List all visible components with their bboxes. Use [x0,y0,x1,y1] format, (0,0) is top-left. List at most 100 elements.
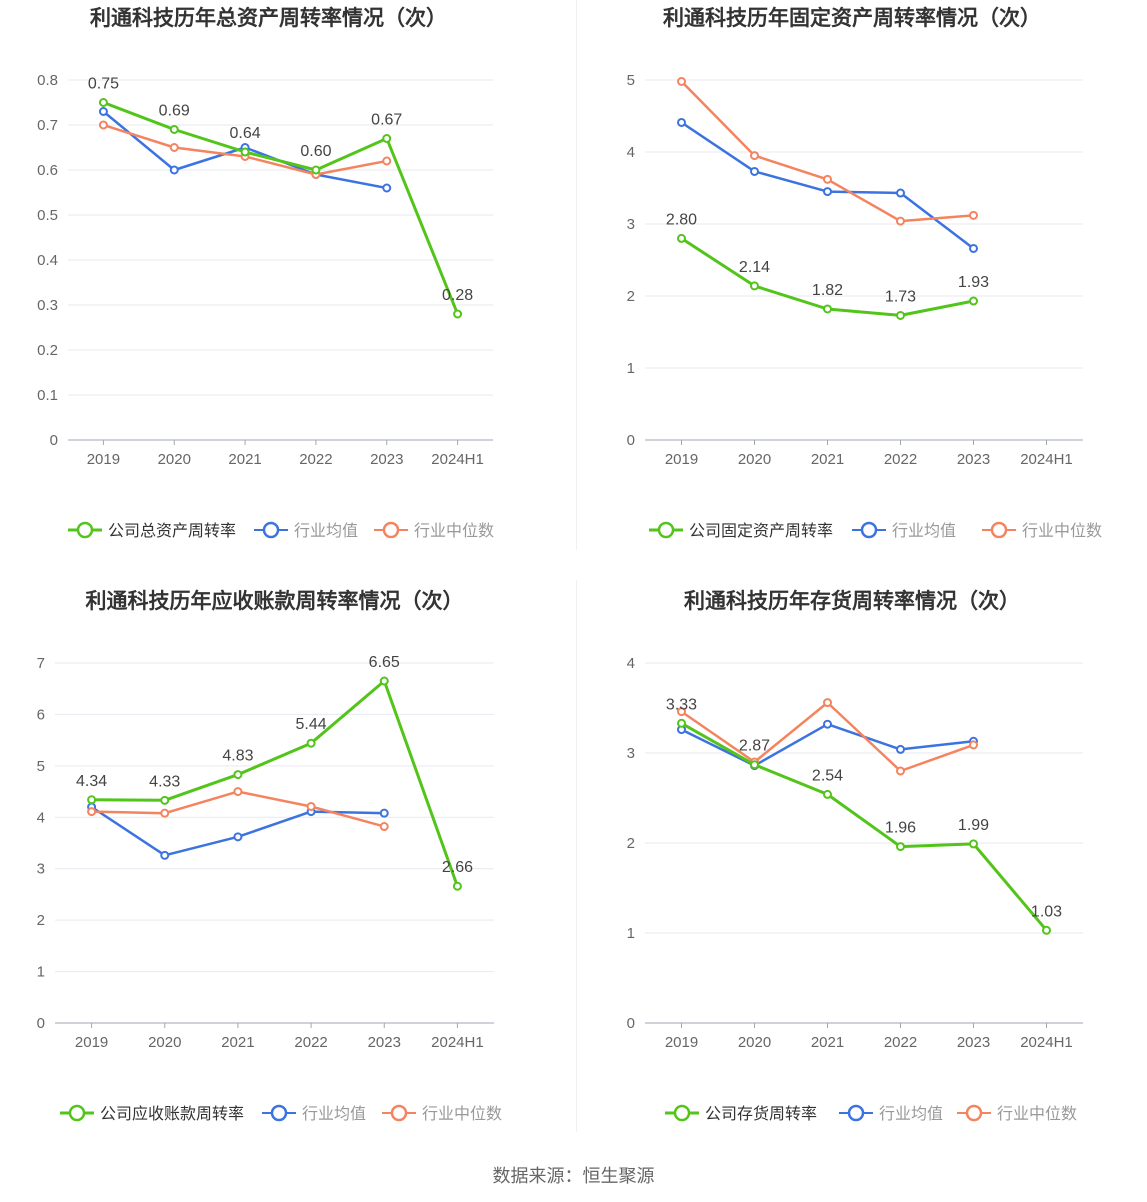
data-label: 0.67 [371,112,402,129]
chart-svg: 利通科技历年总资产周转率情况（次） 0 0.1 0.2 0.3 0.4 0.5 0.6 0.7 0… [37,6,494,540]
x-tick-label: 2019 [75,1034,108,1051]
data-point-avg [98,107,108,116]
y-tick-label: 0 [37,1015,45,1032]
data-point-median [382,156,392,166]
data-point-company [750,281,759,291]
x-tick-label: 2020 [158,451,191,468]
legend-marker-company [68,1104,86,1122]
data-label: 1.73 [885,288,916,305]
data-label: 1.93 [958,274,989,291]
data-point-avg [233,832,243,842]
chart-total-asset-turnover: 利通科技历年总资产周转率情况（次） 0 0.1 0.2 0.3 0.4 0.5 0.6 0.7 0… [0,0,560,575]
legend-label-company: 公司固定资产周转率 [689,522,833,540]
legend-marker-median [965,1104,983,1122]
data-point-company [311,165,321,175]
legend-label-median: 行业中位数 [997,1105,1077,1123]
x-tick-label: 2020 [738,1034,771,1051]
data-point-avg [896,744,905,754]
legend-label-company: 公司存货周转率 [705,1105,817,1123]
series-line-company [680,721,1048,932]
panel-divider-bottom [576,580,577,1132]
data-point-company [969,839,978,849]
y-tick-label: 0.5 [37,207,58,224]
y-tick-label: 4 [627,655,635,672]
x-tick-label: 2021 [811,1034,844,1051]
data-point-company [677,718,686,728]
data-point-median [896,216,905,226]
data-point-avg [677,117,686,127]
data-point-median [160,808,170,818]
data-point-company [677,233,686,243]
chart-fixed-asset-turnover: 利通科技历年固定资产周转率情况（次） 0 1 2 3 4 5 2019 2020 2021 2022… [577,0,1137,575]
y-tick-label: 0.8 [37,72,58,89]
y-tick-label: 0 [627,432,635,449]
data-label: 0.28 [442,287,473,304]
x-tick-label: 2019 [665,1034,698,1051]
y-tick-label: 4 [627,144,635,161]
data-point-company [169,125,179,134]
chart-svg: 利通科技历年应收账款周转率情况（次） 0 1 2 3 4 5 6 7 2019 2020 2021 20… [37,589,502,1123]
data-point-avg [160,850,170,860]
data-point-median [677,76,686,86]
legend-marker-median [390,1104,408,1122]
data-point-avg [382,183,392,193]
x-tick-label: 2020 [738,451,771,468]
data-point-company [1042,925,1051,935]
x-tick-label: 2024H1 [431,451,484,468]
data-point-company [452,881,462,891]
y-tick-label: 1 [627,925,635,942]
data-point-avg [823,719,832,729]
data-point-company [453,309,463,319]
legend-label-avg: 行业均值 [302,1105,366,1123]
data-point-company [896,842,905,852]
data-point-company [160,795,170,805]
series-line-median [680,701,974,773]
data-point-median [87,807,97,817]
data-point-company [823,789,832,799]
data-point-company [382,134,392,143]
x-tick-label: 2024H1 [1020,451,1073,468]
y-tick-label: 0 [50,432,58,449]
data-label: 6.65 [369,654,400,671]
data-point-median [306,801,316,811]
chart-svg: 利通科技历年存货周转率情况（次） 0 1 2 3 4 2019 2020 2021 2022 202… [627,589,1083,1123]
data-point-median [969,740,978,750]
chart-title: 利通科技历年应收账款周转率情况（次） [86,589,464,613]
x-tick-label: 2024H1 [431,1034,484,1051]
legend-marker-company [657,521,675,539]
x-tick-label: 2022 [884,1034,917,1051]
series-line-median [91,790,385,828]
legend-label-avg: 行业均值 [294,522,358,540]
data-point-company [240,147,250,157]
y-tick-label: 0 [627,1015,635,1032]
y-tick-label: 5 [37,758,45,775]
legend-label-median: 行业中位数 [1022,522,1102,540]
y-tick-label: 0.4 [37,252,58,269]
series-line-company [680,237,974,317]
legend-label-median: 行业中位数 [414,522,494,540]
x-tick-label: 2021 [221,1034,254,1051]
x-tick-label: 2023 [370,451,403,468]
data-label: 2.54 [812,767,843,784]
x-tick-label: 2022 [884,451,917,468]
legend-label-avg: 行业均值 [879,1105,943,1123]
chart-title: 利通科技历年存货周转率情况（次） [684,589,1020,613]
y-tick-label: 3 [627,216,635,233]
x-tick-label: 2019 [87,451,120,468]
data-point-median [823,174,832,184]
x-tick-label: 2023 [957,451,990,468]
legend-marker-avg [860,521,878,539]
data-point-company [379,676,389,686]
data-point-median [750,151,759,161]
y-tick-label: 4 [37,809,45,826]
series-line-avg [680,121,975,250]
data-point-avg [169,165,179,175]
data-point-median [969,210,978,220]
data-point-median [823,698,832,708]
data-point-company [750,760,759,770]
data-label: 5.44 [296,716,327,733]
x-tick-label: 2023 [957,1034,990,1051]
data-label: 4.33 [149,773,180,790]
y-tick-label: 0.6 [37,162,58,179]
legend-marker-avg [270,1104,288,1122]
